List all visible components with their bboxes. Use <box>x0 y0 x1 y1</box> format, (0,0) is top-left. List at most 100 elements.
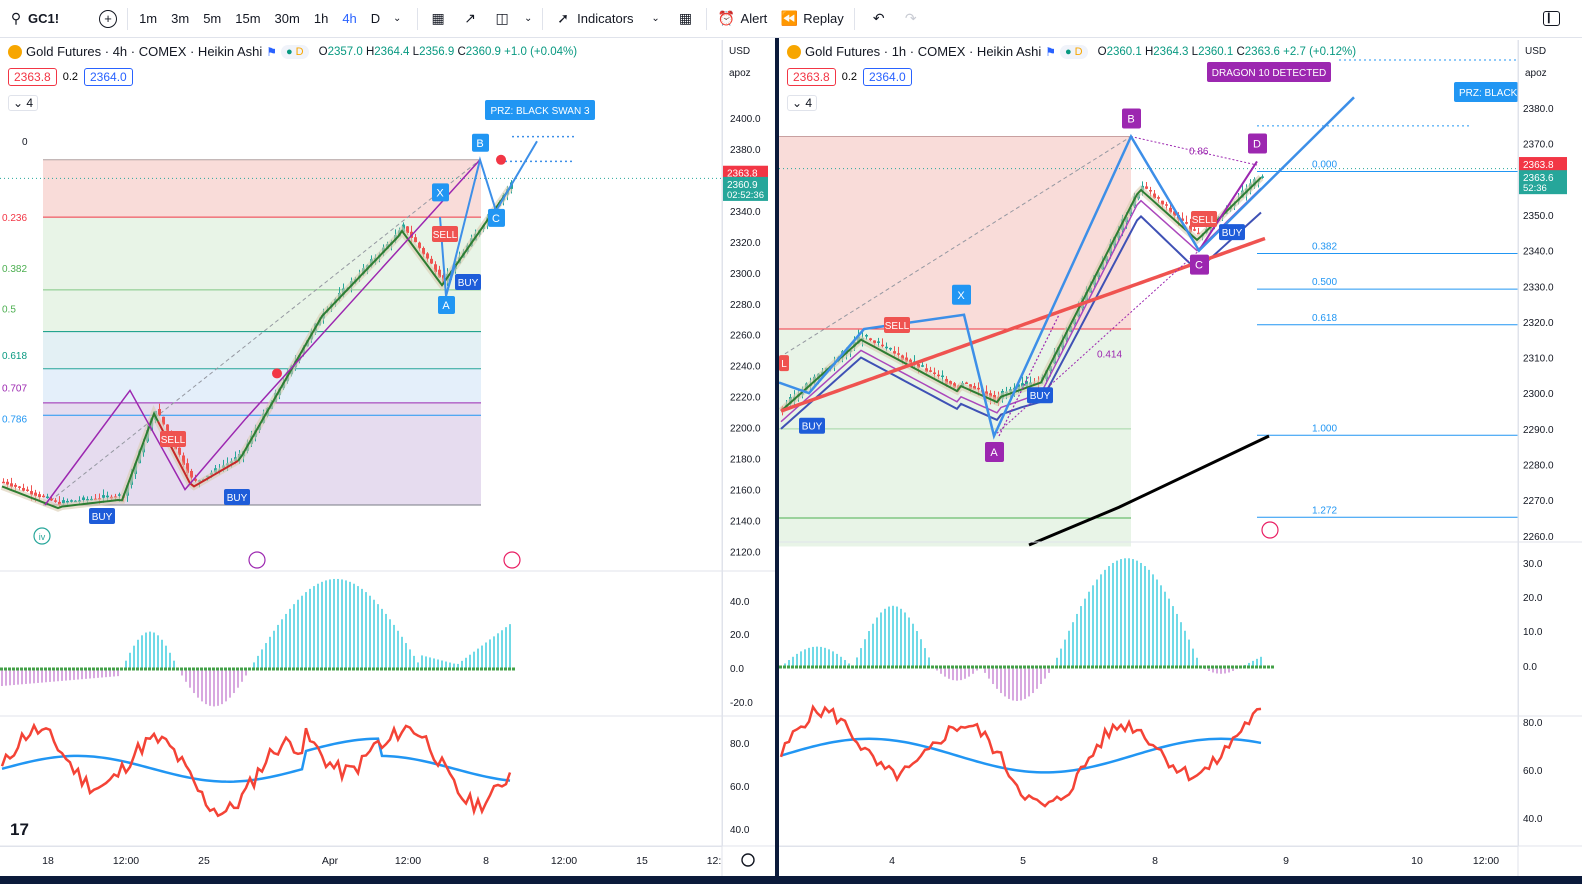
fib-label: 0.5 <box>2 304 16 315</box>
osc-tick: 40.0 <box>730 597 750 608</box>
candle-body <box>166 424 169 433</box>
tf-3m[interactable]: 3m <box>171 11 190 26</box>
price-axis-1h[interactable]: USD apoz <box>1518 40 1582 846</box>
candle-body <box>190 470 193 478</box>
chart-title[interactable]: Gold Futures · 1h · COMEX · Heikin Ashi <box>805 44 1042 59</box>
collapse-indicators-button[interactable]: ⌄ 4 <box>8 95 39 111</box>
candle-body <box>46 496 49 499</box>
compare-button[interactable]: + <box>93 0 123 38</box>
scale-mode-label[interactable]: apoz <box>729 68 751 79</box>
sell-price-button[interactable]: 2363.8 <box>787 68 836 86</box>
dragon-label-bg <box>1207 62 1331 82</box>
currency-label[interactable]: USD <box>729 46 751 57</box>
pattern-point-bg <box>1122 108 1141 129</box>
chevron-down-icon: ⌄ <box>13 96 24 110</box>
undo-icon[interactable]: ↶ <box>872 10 885 26</box>
chevron-down-icon[interactable]: ⌄ <box>523 13 533 24</box>
chevron-down-icon[interactable]: ⌄ <box>392 13 402 24</box>
pattern-point-label: B <box>476 138 483 150</box>
symbol-search[interactable]: ⚲ GC1! <box>0 0 65 38</box>
harmonic-pattern <box>439 140 538 297</box>
signal-label-bg <box>1219 224 1245 241</box>
event-icon <box>248 551 266 569</box>
candle-body <box>194 478 197 481</box>
chart-canvas-1h[interactable]: 0.000 0.382 0.500 0.618 1.000 1.272 0.86 0.414 X… <box>779 40 1582 884</box>
redo-icon[interactable]: ↷ <box>904 10 917 26</box>
fullscreen-panel-icon[interactable]: ▎ <box>1543 11 1560 26</box>
last-price-tag: 2363.8 <box>727 169 758 180</box>
close-tag-bg <box>1519 170 1567 195</box>
price-tick: 2120.0 <box>730 547 761 558</box>
chart-canvas-4h[interactable]: 0 0.236 0.382 0.5 0.618 0.707 0.786 X A B C PRZ: BL… <box>0 40 775 884</box>
candle-body <box>418 242 421 249</box>
candle-body <box>1145 186 1148 189</box>
dragon-label: DRAGON 10 DETECTED <box>1212 68 1326 79</box>
iv-event-icon <box>33 527 51 545</box>
tf-15m[interactable]: 15m <box>235 11 261 26</box>
time-tick: 12:00 <box>395 855 421 867</box>
candle-body <box>1189 225 1192 233</box>
tf-4h[interactable]: 4h <box>342 11 357 26</box>
fib-level-label: 1.272 <box>1312 505 1337 516</box>
price-axis-4h[interactable]: USD apoz <box>722 40 775 846</box>
tf-1m[interactable]: 1m <box>139 11 158 26</box>
tf-1h[interactable]: 1h <box>313 11 329 26</box>
line-chart-icon[interactable]: ↗ <box>464 10 477 26</box>
ratio-line <box>1130 136 1258 166</box>
candle-body <box>22 487 25 491</box>
candle-body <box>118 494 121 496</box>
close-value: 2363.6 <box>1244 45 1280 58</box>
signal-line-red <box>779 703 1262 808</box>
indicators-button[interactable]: ➚ Indicators <box>547 0 639 38</box>
tradingview-logo: 17 <box>10 820 29 839</box>
chart-panel-4h[interactable]: 0 0.236 0.382 0.5 0.618 0.707 0.786 X A B C PRZ: BL… <box>0 40 775 884</box>
buy-price-button[interactable]: 2364.0 <box>84 68 133 86</box>
candle-body <box>158 409 161 416</box>
market-status-badge[interactable]: ● D <box>281 44 309 59</box>
signal-label: BUY <box>458 278 479 289</box>
collapse-indicators-button[interactable]: ⌄ 4 <box>787 95 818 111</box>
ma-line <box>1 411 159 510</box>
price-tick: 2310.0 <box>1523 354 1554 365</box>
candle-body <box>1017 384 1020 389</box>
candle-body <box>901 355 904 360</box>
candle-body <box>865 335 868 337</box>
signal-label-bg <box>884 317 910 334</box>
rewind-icon: ⏪ <box>780 10 798 26</box>
signal-label-bg <box>160 431 186 447</box>
scale-mode-label[interactable]: apoz <box>1525 68 1547 79</box>
market-status-badge[interactable]: ● D <box>1060 44 1088 59</box>
chart-panel-1h[interactable]: 0.000 0.382 0.500 0.618 1.000 1.272 0.86 0.414 X… <box>779 40 1582 884</box>
time-axis-1h[interactable] <box>779 846 1518 876</box>
chart-title[interactable]: Gold Futures · 4h · COMEX · Heikin Ashi <box>26 44 263 59</box>
last-price-tag-bg <box>1519 157 1567 172</box>
chevron-down-icon[interactable]: ⌄ <box>651 13 660 24</box>
candle-body <box>1173 211 1176 216</box>
candle-body <box>953 383 956 388</box>
panel-divider[interactable] <box>775 38 779 884</box>
candle-body <box>1153 193 1156 199</box>
tf-30m[interactable]: 30m <box>274 11 300 26</box>
price-tick: 2180.0 <box>730 455 761 466</box>
candle-body <box>38 494 41 498</box>
layout-grid-icon[interactable]: ▦ <box>678 10 693 26</box>
time-axis-4h[interactable] <box>0 846 722 876</box>
alert-button[interactable]: ⏰ Alert <box>711 0 774 38</box>
currency-label[interactable]: USD <box>1525 46 1547 57</box>
bar-style-icon[interactable]: ▦ <box>431 10 445 26</box>
indicator-count: 4 <box>26 96 34 110</box>
tf-5m[interactable]: 5m <box>203 11 222 26</box>
price-tick: 2280.0 <box>730 300 761 311</box>
candle-body <box>434 264 437 273</box>
fib-level-label: 0.500 <box>1312 277 1337 288</box>
buy-price-button[interactable]: 2364.0 <box>863 68 912 86</box>
open-value: 2357.0 <box>327 45 363 58</box>
indicator-count: 4 <box>805 96 813 110</box>
signal-label-bg <box>224 489 250 505</box>
replay-button[interactable]: ⏪ Replay <box>773 0 849 38</box>
tf-d[interactable]: D <box>370 11 381 26</box>
candles-icon[interactable]: ◫ <box>495 10 509 26</box>
ohlc-values: O2357.0 H2364.4 L2356.9 C2360.9 +1.0 (+0… <box>318 45 578 58</box>
sell-price-button[interactable]: 2363.8 <box>8 68 57 86</box>
